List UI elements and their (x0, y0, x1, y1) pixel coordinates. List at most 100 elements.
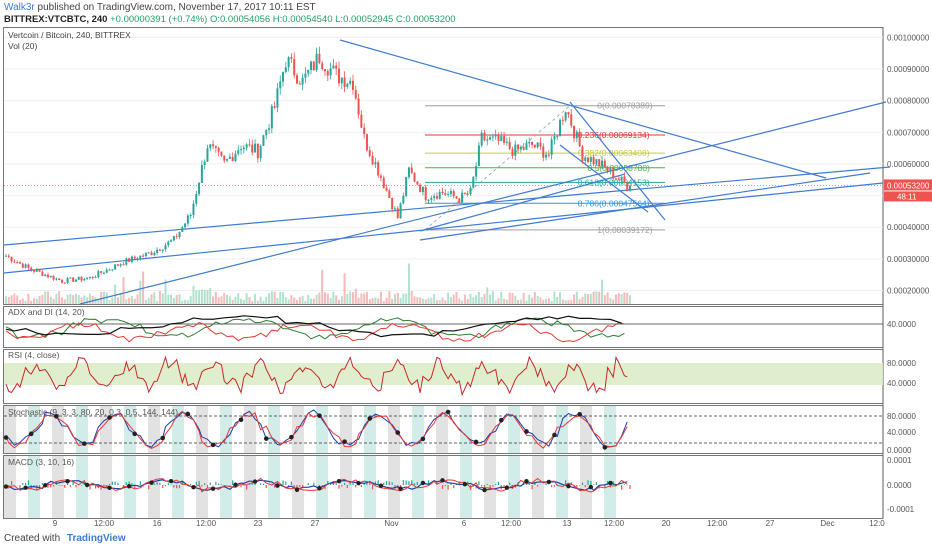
macd-cross-dot (336, 479, 342, 484)
volume-bar (290, 295, 293, 304)
tradingview-logo[interactable]: TradingView (66, 533, 126, 544)
volume-bar (480, 297, 483, 304)
candle-body (181, 227, 184, 232)
macd-hist-bar (497, 481, 500, 485)
candle-body (147, 252, 150, 254)
macd-cross-dot (275, 483, 280, 488)
trend-line (3, 166, 891, 246)
volume-bar (242, 299, 245, 304)
main-pane-title: Vertcoin / Bitcoin, 240, BITTREX (8, 30, 131, 40)
candle-body (424, 187, 427, 201)
candle-body (595, 159, 598, 165)
macd-cross-dot (546, 479, 552, 485)
candle-body (198, 182, 201, 195)
volume-bar (265, 296, 268, 304)
fib-level-label: 0.618(0.00054153) (578, 177, 650, 187)
candle-body (282, 71, 285, 82)
volume-bar (5, 296, 7, 304)
volume-bar (97, 299, 100, 304)
volume-bar (363, 293, 366, 304)
candle-body (606, 166, 609, 172)
volume-bar (195, 290, 198, 304)
volume-bar (287, 299, 290, 304)
candle-body (463, 192, 466, 194)
macd-hist-bar (254, 483, 256, 485)
volume-bar (200, 289, 203, 304)
macd-title: MACD (3, 10, 16) (8, 457, 74, 467)
volume-bar (231, 299, 234, 304)
macd-hist-bar (346, 485, 348, 489)
volume-bar (564, 300, 567, 304)
macd-shade (172, 456, 184, 518)
macd-hist-bar (338, 485, 340, 489)
volume-bar (589, 293, 592, 304)
volume-bar (405, 293, 408, 304)
volume-bar (318, 292, 321, 304)
macd-hist-bar (24, 482, 27, 485)
macd-hist-bar (38, 485, 41, 489)
candle-body (276, 88, 279, 108)
candle-body (217, 147, 220, 152)
macd-hist-bar (327, 480, 329, 485)
countdown-badge (884, 191, 932, 202)
author-link[interactable]: Walk3r (4, 2, 35, 13)
candle-body (220, 151, 223, 156)
x-axis-tick-label: 13 (563, 519, 572, 528)
volume-bar (251, 300, 254, 304)
macd-hist-bar (455, 484, 458, 485)
volume-bar (86, 297, 89, 304)
volume-bar (7, 296, 10, 304)
macd-cross-dot (524, 478, 529, 484)
macd-hist-bar (447, 485, 449, 490)
volume-bar (189, 296, 192, 304)
stoch-cross-dot (54, 414, 59, 419)
volume-bar (550, 300, 553, 304)
candle-body (477, 145, 480, 167)
volume-bar (256, 300, 259, 304)
candle-body (441, 191, 444, 194)
candle-body (483, 132, 486, 141)
candle-body (517, 144, 520, 150)
volume-bar (270, 291, 273, 304)
stoch-title: Stochastic (9, 3, 3, 80, 20, 0.3, 0.5, 1… (8, 407, 178, 417)
stoch-shade (4, 406, 16, 453)
candle-body (58, 278, 61, 281)
macd-hist-bar (604, 485, 606, 488)
candle-body (522, 146, 525, 150)
volume-bar (357, 297, 360, 304)
macd-hist-bar (128, 481, 130, 485)
trend-line (569, 101, 666, 221)
volume-bar (55, 293, 58, 304)
chart-canvas[interactable]: 0.00100000 0.00090000 0.00080000 0.00070000… (0, 27, 932, 532)
macd-hist-bar (10, 481, 13, 485)
candle-body (10, 256, 13, 262)
candle-body (268, 128, 271, 131)
candle-body (377, 162, 380, 176)
volume-bar (497, 298, 500, 304)
candle-body (452, 191, 455, 197)
volume-bar (119, 292, 122, 304)
candle-body (447, 194, 450, 196)
macd-hist-bar (481, 485, 483, 487)
macd-hist-bar (576, 485, 578, 489)
candle-body (108, 269, 111, 271)
volume-bar (486, 287, 489, 304)
volume-bar (114, 284, 117, 304)
macd-hist-bar (282, 480, 284, 485)
candle-body (547, 154, 550, 156)
macd-hist-bar (355, 485, 357, 488)
fib-level-label: 0.382(0.00063408) (578, 148, 650, 158)
stoch-cross-dot (524, 429, 529, 434)
countdown-label: 48:11 (897, 192, 917, 201)
macd-hist-bar (623, 484, 626, 485)
candle-body (74, 279, 77, 282)
macd-hist-bar (587, 480, 589, 485)
stoch-cross-dot (289, 434, 294, 440)
macd-shade (460, 456, 472, 518)
candle-body (228, 156, 231, 159)
adx-line (5, 315, 622, 338)
volume-bar (192, 285, 195, 304)
candle-body (357, 98, 360, 115)
volume-bar (449, 296, 452, 304)
volume-bar (46, 291, 49, 304)
